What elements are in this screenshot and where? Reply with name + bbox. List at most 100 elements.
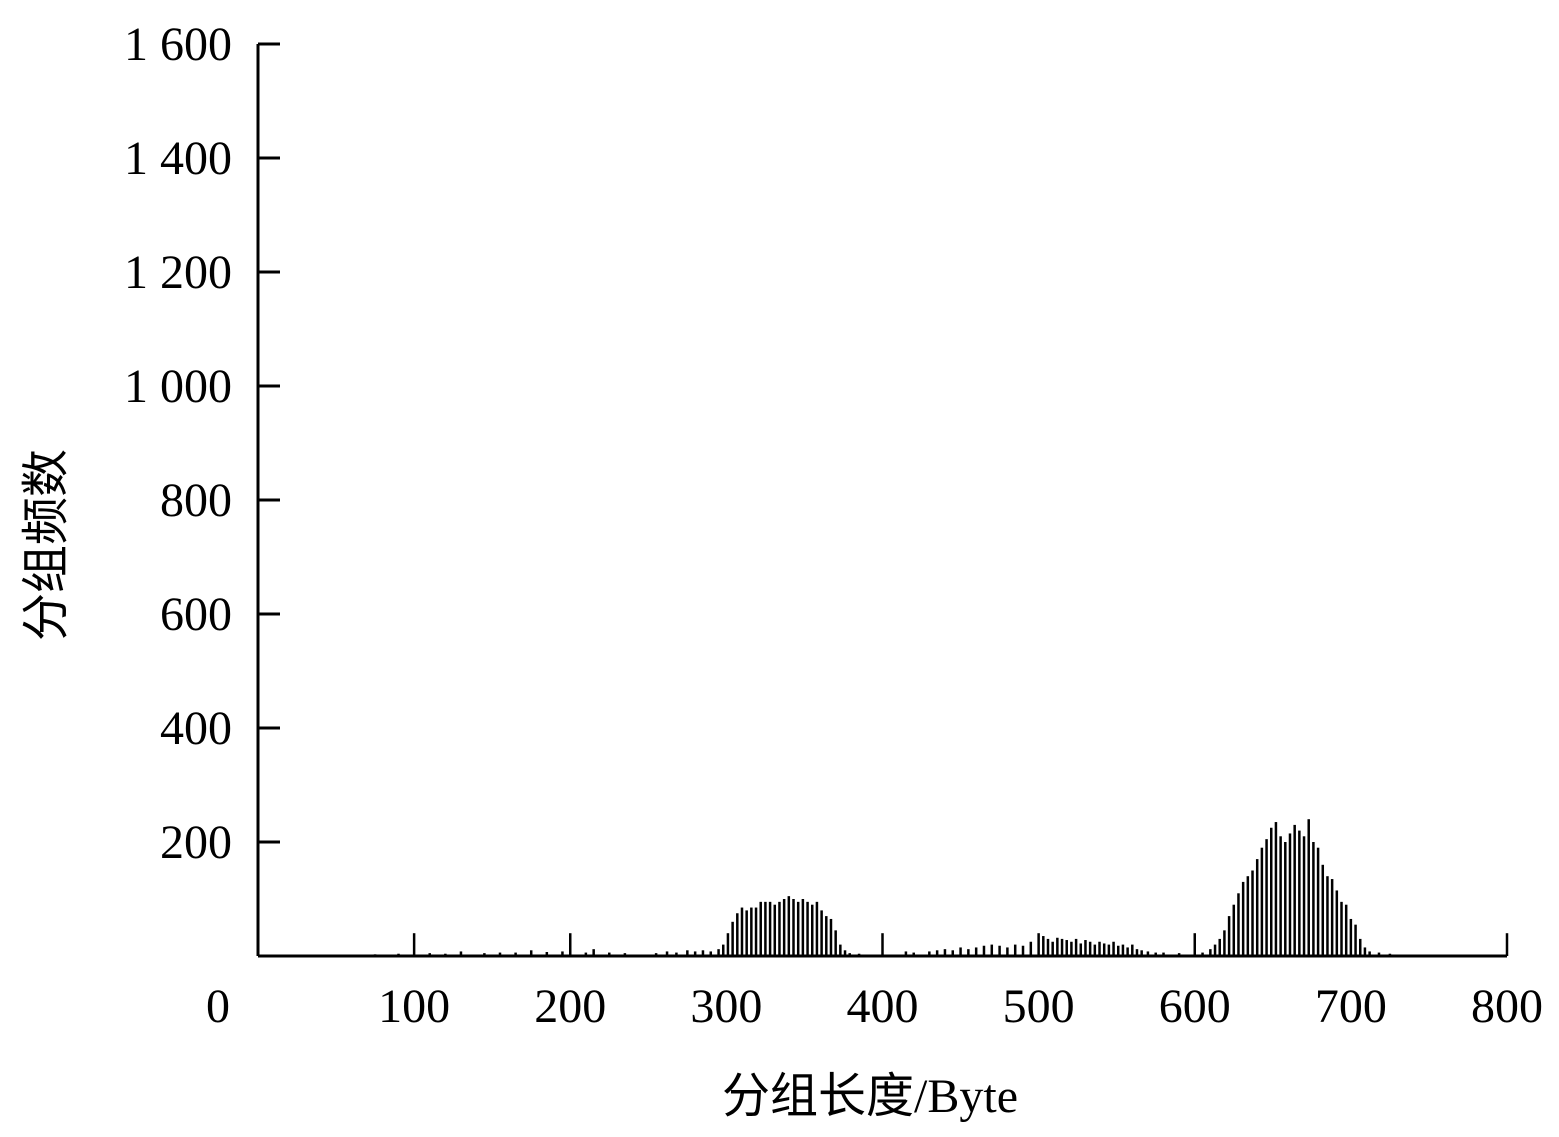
bar xyxy=(754,907,758,956)
bar xyxy=(740,907,744,956)
bar xyxy=(693,951,697,956)
x-tick-label: 700 xyxy=(1315,980,1387,1033)
x-tick-label: 500 xyxy=(1003,980,1075,1033)
bar xyxy=(928,951,931,956)
bar xyxy=(967,949,970,956)
bar xyxy=(787,896,791,956)
bar xyxy=(1255,859,1259,956)
bar xyxy=(1241,881,1245,956)
y-axis-label: 分组频数 xyxy=(20,449,73,641)
bar xyxy=(1135,949,1139,956)
bar xyxy=(1358,938,1362,956)
bar xyxy=(1232,904,1236,956)
y-tick-label: 800 xyxy=(160,474,232,527)
bar xyxy=(1218,938,1221,956)
bar xyxy=(1126,947,1129,956)
bar xyxy=(584,952,588,956)
bar xyxy=(1326,876,1329,956)
bar xyxy=(1227,916,1231,956)
bar xyxy=(1079,943,1083,956)
bar xyxy=(1051,941,1054,956)
bar xyxy=(1193,933,1196,956)
bar xyxy=(796,901,800,956)
x-tick-label: 300 xyxy=(690,980,762,1033)
bar xyxy=(881,933,884,956)
bar xyxy=(1121,944,1125,956)
bar xyxy=(935,950,939,956)
bar xyxy=(1213,944,1217,956)
bar xyxy=(1116,945,1120,956)
bar xyxy=(801,899,805,956)
bar xyxy=(1154,952,1157,956)
bar xyxy=(1065,940,1068,956)
bar xyxy=(726,933,730,956)
bar xyxy=(1368,951,1371,956)
bar xyxy=(1223,930,1226,956)
bar xyxy=(545,952,549,956)
bar xyxy=(1146,951,1150,956)
bar xyxy=(1107,944,1111,956)
x-tick-label: 600 xyxy=(1159,980,1231,1033)
bar xyxy=(459,951,463,956)
bar xyxy=(745,910,748,956)
bar xyxy=(717,949,720,956)
bar xyxy=(1298,830,1301,956)
bar xyxy=(1246,876,1250,956)
bar xyxy=(1006,947,1009,956)
bar xyxy=(990,944,994,956)
y-tick-label: 1 600 xyxy=(124,18,232,71)
bar xyxy=(782,899,786,956)
x-tick-label: 200 xyxy=(534,980,606,1033)
x-tick-label: 400 xyxy=(847,980,919,1033)
bar xyxy=(1279,836,1282,956)
x-tick-label: 800 xyxy=(1471,980,1543,1033)
bar xyxy=(1201,952,1204,956)
bar xyxy=(1056,937,1059,956)
bar xyxy=(1060,938,1064,956)
bar xyxy=(1340,901,1343,956)
y-tick-label: 600 xyxy=(160,588,232,641)
bar xyxy=(1098,941,1101,956)
bar xyxy=(912,952,915,956)
y-tick-label: 1 000 xyxy=(124,360,232,413)
bar xyxy=(810,904,814,956)
bar xyxy=(1251,870,1254,956)
bar xyxy=(778,901,781,956)
y-tick-label: 1 200 xyxy=(124,246,232,299)
bar xyxy=(1260,847,1264,956)
bar xyxy=(825,916,828,956)
bar xyxy=(1330,879,1334,956)
bar xyxy=(998,945,1001,956)
bar xyxy=(1335,890,1339,956)
bar xyxy=(1312,842,1315,956)
bar xyxy=(1270,827,1273,956)
x-tick-label: 100 xyxy=(378,980,450,1033)
bar xyxy=(701,950,705,956)
bar xyxy=(750,907,753,956)
bar xyxy=(1088,941,1092,956)
bar xyxy=(1046,938,1050,956)
bar xyxy=(592,949,595,956)
bar xyxy=(529,950,533,956)
bar xyxy=(569,933,572,956)
bar xyxy=(951,950,955,956)
bar xyxy=(1162,952,1165,956)
bar xyxy=(731,921,734,956)
bar xyxy=(1505,933,1509,956)
bar xyxy=(1265,839,1268,956)
bar xyxy=(1349,918,1353,956)
bar xyxy=(1084,940,1087,956)
bar xyxy=(1093,944,1097,956)
bar xyxy=(1102,943,1106,956)
bar xyxy=(843,950,847,956)
bar xyxy=(686,950,689,956)
bar xyxy=(412,933,416,956)
bar xyxy=(1354,924,1357,956)
bar xyxy=(806,901,809,956)
bar xyxy=(1042,936,1045,956)
bar xyxy=(1021,945,1025,956)
bar xyxy=(1302,836,1306,956)
bar xyxy=(736,913,739,956)
bar xyxy=(839,944,842,956)
